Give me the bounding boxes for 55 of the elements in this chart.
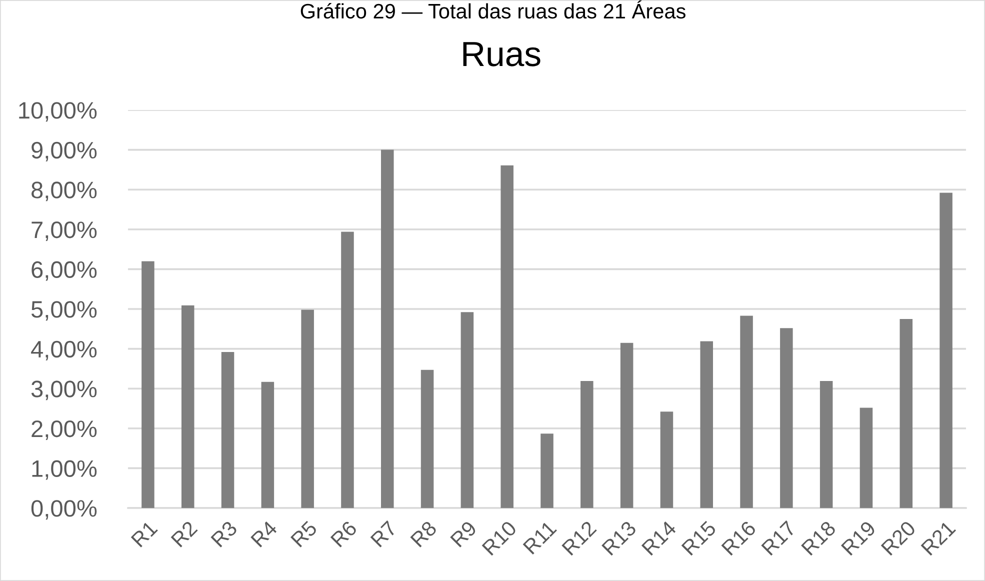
bar bbox=[380, 150, 394, 508]
text: Gráfico 29 — Total das ruas das 21 Áreas bbox=[300, 0, 686, 19]
bar bbox=[900, 318, 913, 508]
bar bbox=[420, 370, 434, 508]
x-tick-label: R7 bbox=[370, 520, 398, 548]
bar bbox=[700, 341, 714, 508]
y-tick-label: 0,00% bbox=[31, 500, 97, 520]
bar bbox=[740, 316, 753, 508]
y-tick-label: 5,00% bbox=[31, 301, 97, 321]
bar bbox=[660, 412, 674, 508]
y-tick-label: 7,00% bbox=[32, 221, 97, 241]
bar bbox=[620, 342, 634, 508]
x-tick-label: R4 bbox=[250, 520, 278, 548]
x-tick-label: R8 bbox=[410, 520, 438, 548]
bar bbox=[181, 305, 194, 508]
x-tick-label: R17 bbox=[761, 520, 796, 556]
bar bbox=[341, 232, 354, 508]
bar bbox=[261, 382, 274, 508]
x-tick-label: R5 bbox=[290, 520, 318, 548]
bar bbox=[301, 310, 314, 508]
x-tick-label: R14 bbox=[641, 520, 677, 556]
x-tick-label: R12 bbox=[561, 520, 597, 556]
y-tick-label: 1,00% bbox=[32, 460, 97, 480]
y-tick-label: 2,00% bbox=[32, 420, 97, 440]
y-tick-label: 10,00% bbox=[19, 102, 97, 122]
y-tick-label: 4,00% bbox=[31, 340, 97, 360]
bar bbox=[780, 328, 793, 508]
x-tick-label: R13 bbox=[601, 520, 637, 556]
y-tick-label: 3,00% bbox=[31, 380, 97, 400]
x-tick-label: R10 bbox=[482, 520, 518, 556]
bar bbox=[500, 165, 514, 508]
bar bbox=[940, 192, 952, 508]
x-tick-label: R19 bbox=[840, 520, 876, 556]
x-tick-label: R21 bbox=[920, 520, 956, 556]
bar bbox=[221, 352, 234, 508]
bar bbox=[540, 434, 554, 508]
bar bbox=[820, 381, 833, 508]
x-tick-label: R11 bbox=[522, 520, 557, 555]
x-tick-label: R2 bbox=[170, 520, 198, 548]
x-tick-label: R16 bbox=[721, 520, 757, 556]
y-tick-label: 9,00% bbox=[32, 142, 97, 162]
x-tick-label: R6 bbox=[330, 520, 358, 548]
x-tick-label: R15 bbox=[681, 520, 717, 556]
bar bbox=[142, 261, 154, 508]
x-tick-label: R3 bbox=[210, 520, 238, 548]
x-tick-label: R18 bbox=[800, 520, 837, 556]
x-tick-label: R20 bbox=[880, 520, 916, 556]
bar bbox=[860, 408, 873, 508]
x-tick-label: R9 bbox=[450, 520, 478, 548]
y-tick-label: 6,00% bbox=[32, 261, 97, 281]
bar bbox=[460, 312, 474, 508]
y-tick-label: 8,00% bbox=[32, 182, 97, 202]
chart-title: Ruas bbox=[463, 42, 540, 66]
bar bbox=[580, 381, 594, 508]
x-tick-label: R1 bbox=[130, 520, 158, 548]
